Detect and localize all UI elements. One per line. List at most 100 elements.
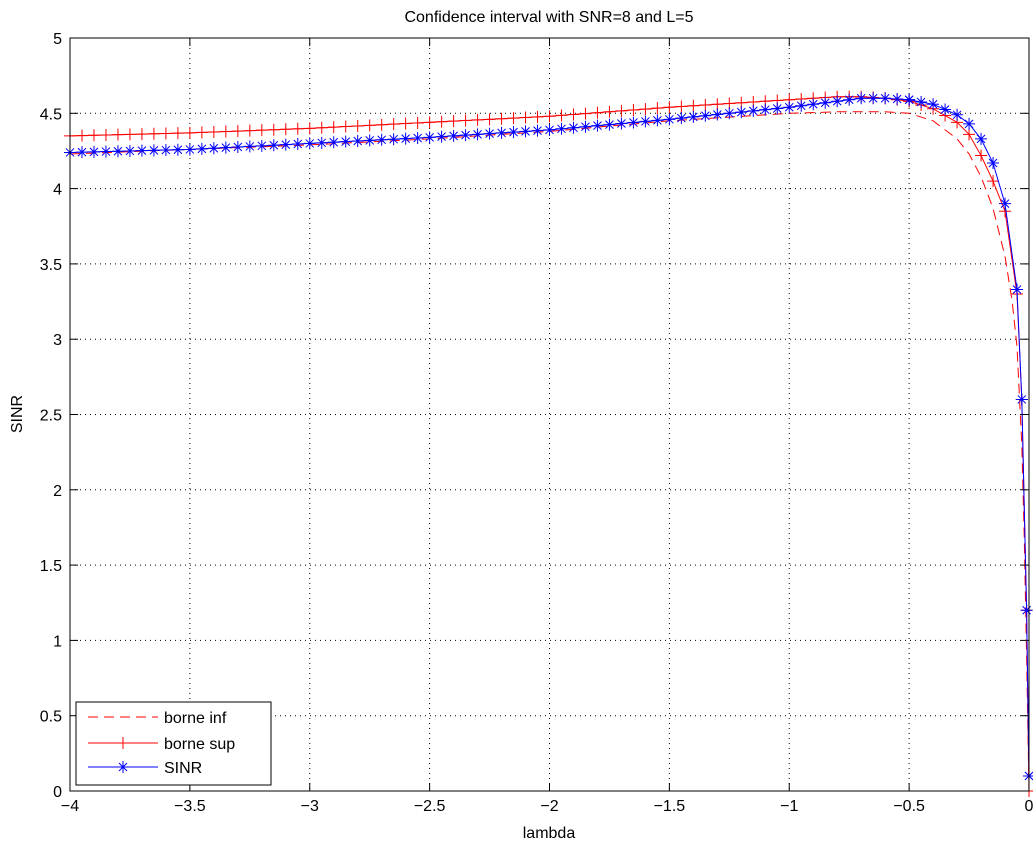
marker-sinr — [927, 98, 940, 111]
marker-sinr — [411, 131, 424, 144]
marker-sinr — [579, 120, 592, 133]
x-tick-label: −4 — [61, 798, 79, 815]
marker-sinr — [975, 132, 988, 145]
marker-sinr — [279, 138, 292, 151]
marker-borne-sup — [219, 125, 232, 138]
marker-borne-sup — [351, 119, 364, 132]
legend-label-borne-inf: borne inf — [164, 710, 227, 727]
marker-borne-sup — [75, 129, 88, 142]
marker-sinr — [951, 108, 964, 121]
marker-borne-sup — [567, 108, 580, 121]
marker-borne-sup — [159, 127, 172, 140]
marker-borne-sup — [459, 114, 472, 127]
marker-borne-sup — [363, 119, 376, 132]
marker-sinr — [483, 127, 496, 140]
marker-borne-sup — [963, 128, 976, 141]
marker-sinr — [999, 197, 1012, 210]
marker-borne-sup — [135, 128, 148, 141]
x-tick-label: −1.5 — [654, 798, 686, 815]
marker-borne-sup — [291, 122, 304, 135]
marker-sinr — [831, 95, 844, 108]
marker-borne-sup — [483, 113, 496, 126]
y-tick-label: 3 — [53, 332, 62, 349]
marker-borne-sup — [591, 106, 604, 119]
marker-borne-sup — [399, 117, 412, 130]
marker-sinr — [111, 145, 124, 158]
marker-borne-sup — [975, 149, 988, 162]
marker-sinr — [615, 117, 628, 130]
marker-borne-sup — [663, 101, 676, 114]
marker-sinr — [1015, 393, 1028, 406]
marker-sinr — [987, 156, 1000, 169]
marker-sinr — [351, 135, 364, 148]
marker-borne-sup — [111, 128, 124, 141]
marker-borne-sup — [699, 99, 712, 112]
marker-sinr — [519, 125, 532, 138]
marker-sinr — [867, 92, 880, 105]
marker-sinr — [747, 104, 760, 117]
marker-sinr — [471, 128, 484, 141]
marker-sinr — [843, 93, 856, 106]
marker-sinr — [303, 137, 316, 150]
marker-borne-sup — [207, 125, 220, 138]
marker-sinr — [903, 93, 916, 106]
marker-sinr — [339, 135, 352, 148]
marker-sinr — [363, 134, 376, 147]
marker-sinr — [423, 131, 436, 144]
marker-borne-sup — [171, 127, 184, 140]
marker-sinr — [639, 115, 652, 128]
legend-marker-sinr — [117, 761, 129, 773]
marker-borne-sup — [99, 128, 112, 141]
marker-sinr — [231, 141, 244, 154]
marker-sinr — [207, 142, 220, 155]
marker-sinr — [939, 103, 952, 116]
marker-borne-sup — [267, 123, 280, 136]
marker-borne-sup — [231, 125, 244, 138]
marker-borne-sup — [447, 115, 460, 128]
marker-sinr — [495, 126, 508, 139]
marker-borne-sup — [555, 109, 568, 122]
marker-sinr — [567, 121, 580, 134]
y-tick-label: 0.5 — [40, 709, 62, 726]
x-tick-label: 0 — [1025, 798, 1033, 815]
y-tick-label: 3.5 — [40, 257, 62, 274]
marker-borne-sup — [411, 116, 424, 129]
marker-borne-sup — [531, 110, 544, 123]
chart-title: Confidence interval with SNR=8 and L=5 — [404, 9, 693, 26]
marker-borne-sup — [195, 126, 208, 139]
legend-label-borne-sup: borne sup — [164, 736, 235, 753]
marker-borne-sup — [423, 116, 436, 129]
y-tick-label: 2 — [53, 483, 62, 500]
marker-sinr — [435, 130, 448, 143]
marker-sinr — [243, 140, 256, 153]
grid — [70, 38, 1029, 791]
y-tick-label: 1 — [53, 633, 62, 650]
marker-sinr — [891, 92, 904, 105]
marker-borne-sup — [375, 118, 388, 131]
marker-sinr — [375, 133, 388, 146]
marker-sinr — [255, 139, 268, 152]
marker-borne-sup — [603, 105, 616, 118]
marker-sinr — [735, 106, 748, 119]
marker-sinr — [387, 133, 400, 146]
x-tick-label: −3 — [301, 798, 319, 815]
marker-sinr — [99, 145, 112, 158]
marker-sinr — [171, 143, 184, 156]
y-axis-label: SINR — [9, 395, 26, 433]
marker-sinr — [123, 144, 136, 157]
marker-sinr — [531, 124, 544, 137]
marker-borne-sup — [387, 118, 400, 131]
marker-borne-sup — [987, 175, 1000, 188]
marker-sinr — [699, 109, 712, 122]
marker-sinr — [591, 119, 604, 132]
marker-sinr — [75, 146, 88, 159]
marker-sinr — [195, 142, 208, 155]
legend-label-sinr: SINR — [164, 760, 202, 777]
marker-sinr — [543, 123, 556, 136]
marker-sinr — [399, 132, 412, 145]
y-tick-label: 0 — [53, 784, 62, 801]
marker-sinr — [267, 139, 280, 152]
marker-sinr — [963, 117, 976, 130]
marker-sinr — [447, 129, 460, 142]
marker-borne-sup — [711, 98, 724, 111]
